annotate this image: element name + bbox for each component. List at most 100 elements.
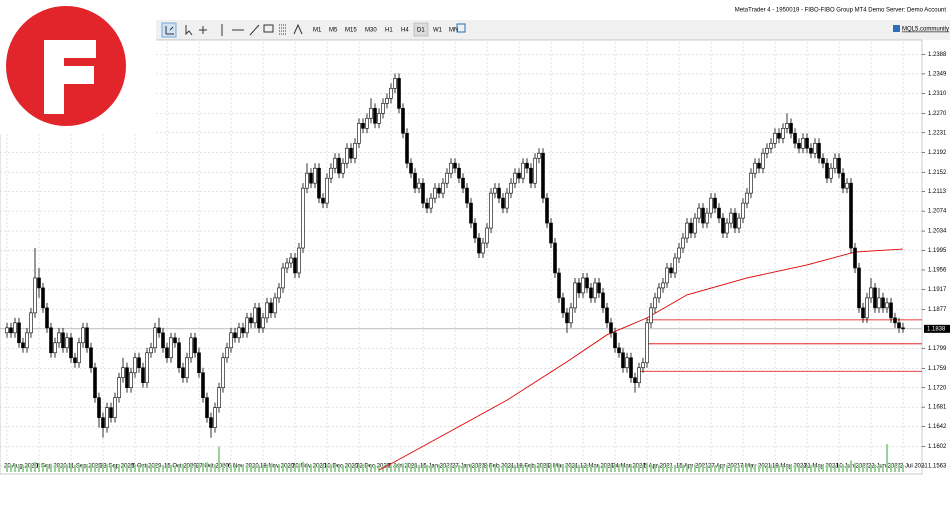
candle-body — [617, 347, 621, 354]
volume-bar — [766, 464, 768, 472]
volume-bar — [214, 464, 216, 472]
period-button[interactable]: MN — [449, 28, 458, 34]
community-link[interactable]: MQL5.community — [902, 27, 949, 33]
toolbar-tools[interactable] — [161, 22, 303, 38]
volume-bar — [470, 463, 472, 472]
volume-bar — [194, 464, 196, 472]
volume-bar — [874, 464, 876, 472]
volume-bar — [354, 464, 356, 472]
candle-body — [821, 157, 825, 164]
volume-bar — [534, 464, 536, 472]
x-tick-label: 2 Jul 2021 — [900, 464, 928, 470]
volume-bar — [22, 465, 24, 472]
candle-body — [205, 397, 209, 418]
candle-body — [501, 197, 505, 209]
volume-bar — [454, 464, 456, 472]
volume-bar — [334, 464, 336, 472]
x-tick-label: 15 Apr 2021 — [676, 464, 709, 470]
volume-bar — [274, 464, 276, 472]
volume-bar — [106, 464, 108, 472]
candle-body — [53, 342, 57, 354]
volume-bar — [706, 465, 708, 472]
x-tick-label: 22 Dec 2020 — [356, 464, 391, 470]
volume-bar — [458, 465, 460, 472]
volume-bar — [678, 465, 680, 472]
period-button[interactable]: D1 — [417, 28, 425, 34]
broker-logo — [0, 0, 156, 134]
candle-body — [233, 332, 237, 339]
candle-body — [537, 152, 541, 159]
candle-body — [289, 257, 293, 264]
period-button[interactable]: M5 — [329, 28, 338, 34]
candle-body — [9, 327, 13, 334]
volume-bar — [710, 464, 712, 472]
volume-bar — [634, 464, 636, 472]
volume-bar — [406, 462, 408, 472]
candle-body — [825, 162, 829, 179]
candle-body — [685, 222, 689, 239]
period-button[interactable]: M15 — [345, 28, 357, 34]
window-title: MetaTrader 4 - 1950019 - FIBO-FIBO Group… — [735, 8, 947, 14]
volume-bar — [510, 464, 512, 472]
volume-bar — [158, 464, 160, 472]
volume-bar — [350, 464, 352, 472]
period-button[interactable]: H1 — [385, 28, 393, 34]
candle-body — [81, 327, 85, 344]
volume-bar — [746, 464, 748, 472]
volume-bar — [14, 463, 16, 472]
candle-body — [269, 302, 273, 314]
period-button[interactable]: M1 — [313, 28, 322, 34]
candle-body — [453, 162, 457, 169]
candle-body — [873, 287, 877, 309]
volume-bar — [546, 463, 548, 472]
volume-bar — [610, 464, 612, 472]
y-tick-label: 1.2074 — [928, 209, 947, 215]
period-button[interactable]: W1 — [433, 28, 443, 34]
x-tick-label: 27 Apr 2021 — [708, 464, 741, 470]
candle-body — [741, 202, 745, 219]
candle-body — [253, 307, 257, 324]
volume-bar — [682, 464, 684, 472]
volume-bar — [522, 465, 524, 472]
volume-bar — [530, 464, 532, 472]
candle-body — [309, 172, 313, 184]
volume-bar — [790, 465, 792, 472]
volume-bar — [54, 464, 56, 472]
candle-body — [517, 172, 521, 179]
candle-body — [149, 347, 153, 354]
period-button[interactable]: M30 — [365, 28, 377, 34]
volume-bar — [182, 463, 184, 472]
candle-body — [449, 162, 453, 174]
candle-body — [401, 108, 405, 134]
period-button[interactable]: H4 — [401, 28, 409, 34]
x-tick-label: 22 Jun 2021 — [868, 464, 902, 470]
period-buttons[interactable]: M1 M5 M15 M30 H1 H4 D1 W1 MN — [313, 22, 458, 37]
candle-body — [101, 417, 105, 428]
volume-bar — [786, 464, 788, 472]
candle-body — [497, 187, 501, 199]
layout-button[interactable] — [456, 23, 466, 33]
candle-body — [29, 312, 33, 334]
candle-body — [317, 167, 321, 199]
y-tick-label: 1.1602 — [928, 444, 947, 450]
y-tick-label: 1.1563 — [928, 464, 947, 470]
volume-bar — [366, 464, 368, 472]
candle-body — [185, 357, 189, 379]
volume-bar — [658, 464, 660, 472]
candle-body — [73, 357, 77, 364]
volume-bar — [902, 464, 904, 472]
volume-bar — [758, 465, 760, 472]
candle-body — [61, 332, 65, 349]
volume-bar — [414, 464, 416, 472]
volume-bar — [822, 464, 824, 472]
candle-body — [865, 297, 869, 319]
y-tick-label: 1.2231 — [928, 130, 947, 136]
volume-bar — [446, 465, 448, 472]
volume-bar — [150, 464, 152, 472]
volume-bar — [630, 464, 632, 472]
volume-bar — [226, 464, 228, 472]
candle-body — [225, 347, 229, 359]
candle-body — [337, 157, 341, 174]
volume-bar — [126, 464, 128, 472]
candle-body — [765, 147, 769, 154]
